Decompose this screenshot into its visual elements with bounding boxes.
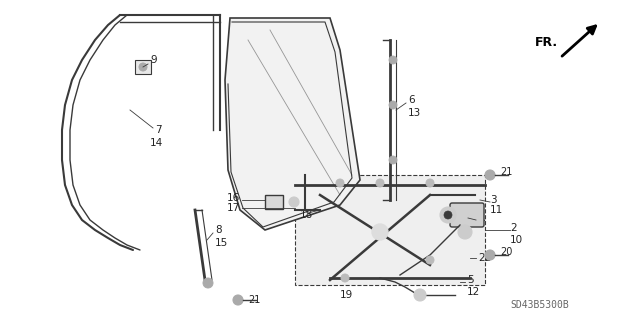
Circle shape (485, 250, 495, 260)
Circle shape (203, 278, 213, 288)
Text: 21: 21 (248, 295, 260, 305)
Text: 5: 5 (467, 275, 474, 285)
Circle shape (440, 207, 456, 223)
Text: 22: 22 (478, 253, 492, 263)
Text: 13: 13 (408, 108, 421, 118)
FancyBboxPatch shape (450, 203, 484, 227)
Text: 16: 16 (227, 193, 240, 203)
Circle shape (389, 56, 397, 64)
Circle shape (426, 256, 434, 264)
Bar (265, 195, 283, 209)
Circle shape (485, 170, 495, 180)
Circle shape (139, 63, 147, 71)
Text: 17: 17 (227, 203, 240, 213)
Circle shape (376, 179, 384, 187)
Circle shape (414, 289, 426, 301)
Polygon shape (225, 18, 360, 230)
Circle shape (341, 274, 349, 282)
Text: 20: 20 (500, 247, 513, 257)
Circle shape (389, 156, 397, 164)
Circle shape (372, 224, 388, 240)
Circle shape (458, 225, 472, 239)
Text: 18: 18 (300, 210, 313, 220)
Text: 14: 14 (150, 138, 163, 148)
Circle shape (336, 179, 344, 187)
Text: 4: 4 (478, 215, 484, 225)
Text: 10: 10 (510, 235, 523, 245)
Text: 6: 6 (408, 95, 415, 105)
Text: 11: 11 (490, 205, 503, 215)
Text: 7: 7 (155, 125, 162, 135)
Bar (295, 175, 485, 285)
Text: 9: 9 (150, 55, 157, 65)
Text: 1: 1 (268, 198, 275, 208)
Text: 15: 15 (215, 238, 228, 248)
Text: 2: 2 (510, 223, 516, 233)
Text: 21: 21 (500, 167, 513, 177)
Bar (135, 60, 151, 74)
Circle shape (233, 295, 243, 305)
Circle shape (289, 197, 299, 207)
Text: SD43B5300B: SD43B5300B (510, 300, 569, 310)
Text: 8: 8 (215, 225, 221, 235)
Circle shape (444, 211, 452, 219)
Text: 12: 12 (467, 287, 480, 297)
Circle shape (389, 101, 397, 109)
Circle shape (426, 179, 434, 187)
Text: FR.: FR. (535, 35, 558, 48)
Text: 19: 19 (340, 290, 353, 300)
Text: 3: 3 (490, 195, 497, 205)
